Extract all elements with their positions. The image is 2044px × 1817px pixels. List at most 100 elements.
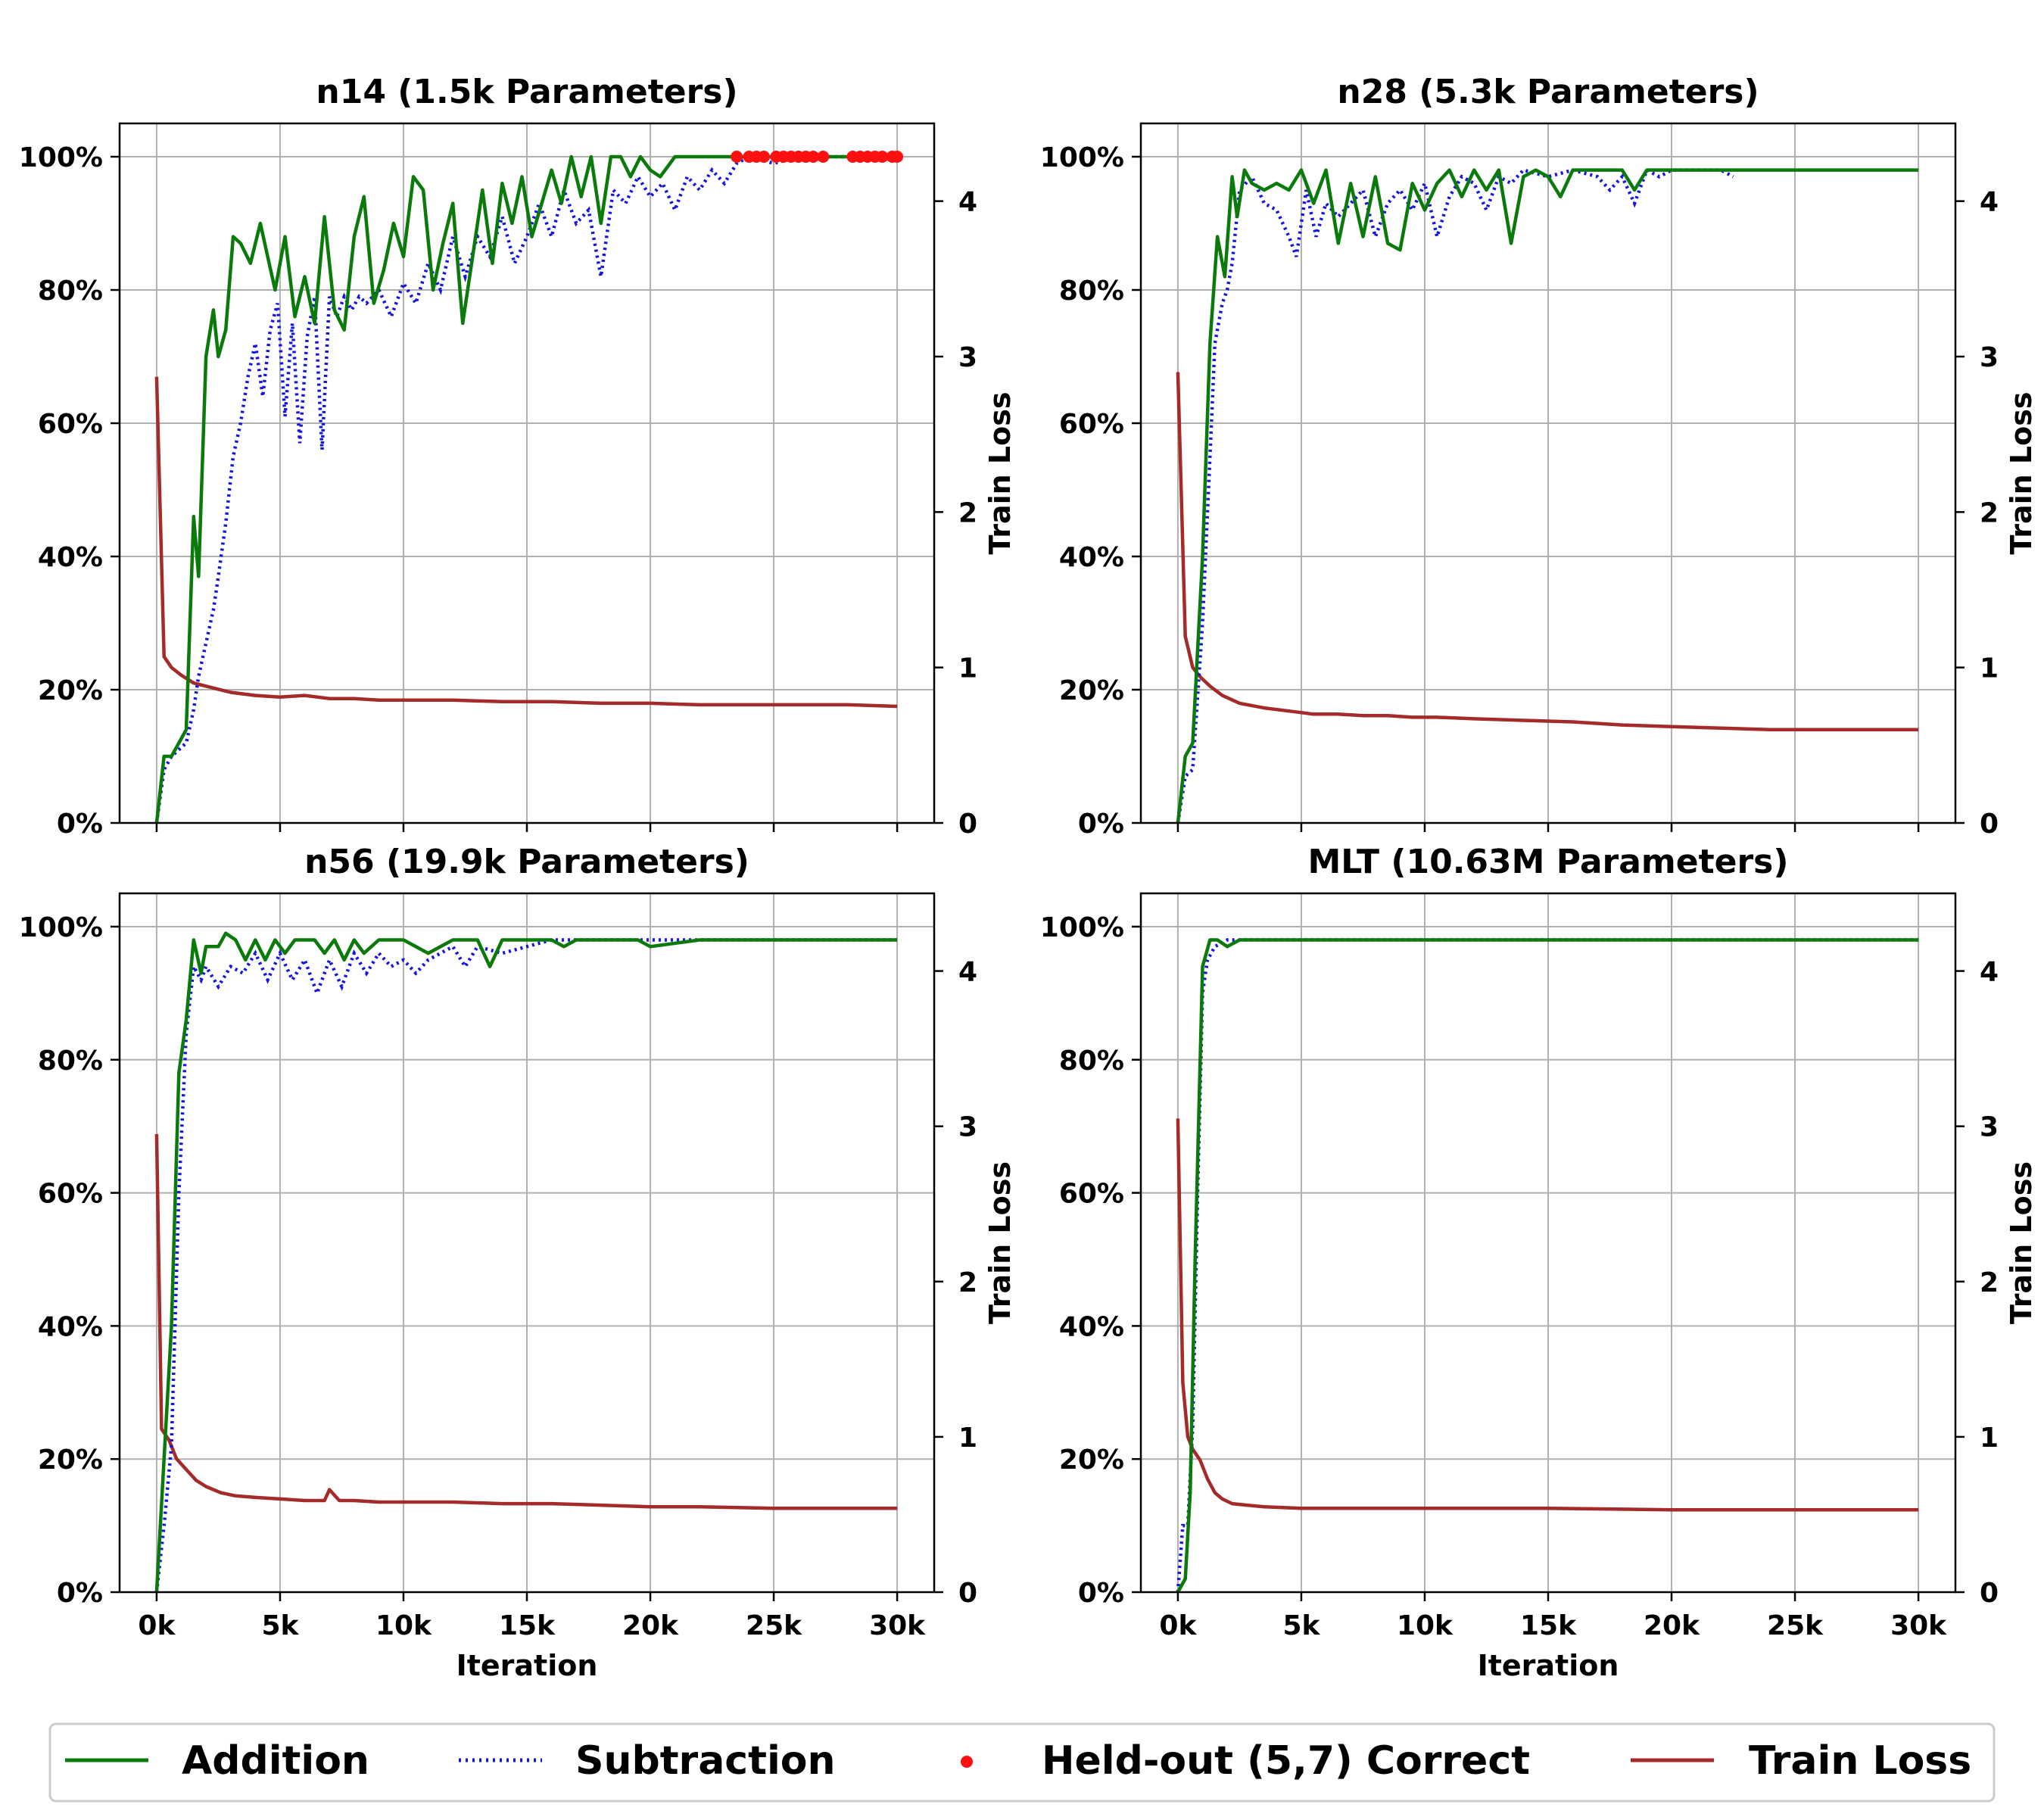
x-tick-label: 20k [1644,1610,1700,1641]
y2-tick-label: 3 [958,342,977,373]
y2-tick-label: 1 [958,653,977,684]
chart-title: MLT (10.63M Parameters) [1308,843,1789,881]
x-tick-label: 5k [261,1610,299,1641]
chart-title: n14 (1.5k Parameters) [316,73,737,111]
chart-panel-1: 0% 20% 40% 60% 80% 100% 0 1 2 3 4 n14 (1.5k Paramet… [19,73,1017,840]
x-axis-label: Iteration [456,1649,598,1682]
subtraction-line [154,154,898,823]
legend-held-out-marker [961,1756,973,1768]
held-out-point [891,151,904,163]
y-tick-label: 100% [1040,142,1124,173]
y2-tick-label: 4 [958,957,977,988]
series-group [154,151,904,823]
subtraction-line [1176,938,1919,1592]
y2-axis-label: Train Loss [2005,1161,2038,1324]
y-tick-label: 80% [38,1046,103,1077]
x-tick-label: 20k [622,1610,679,1641]
y-tick-label: 0% [57,1578,103,1609]
y-tick-label: 60% [1059,1179,1124,1210]
y-tick-label: 20% [1059,1445,1124,1476]
y2-tick-label: 3 [1980,342,1999,373]
y2-tick-label: 0 [1980,1578,1999,1609]
y-tick-label: 80% [1059,1046,1124,1077]
y-tick-label: 100% [1040,912,1124,943]
series-group [154,931,898,1592]
y2-tick-label: 2 [1980,497,1999,528]
y-tick-label: 100% [19,142,103,173]
y2-axis-label: Train Loss [983,392,1017,555]
chart-panel-4: 0% 20% 40% 60% 80% 100% 0 1 2 3 4 0k 5k 10k 15k 20k 25k 3… [1040,843,2038,1682]
legend: Addition Subtraction Held-out (5,7) Corr… [48,1722,1996,1803]
y-tick-label: 60% [1059,409,1124,440]
y-tick-label: 100% [19,912,103,943]
legend-train-loss-label: Train Loss [1749,1738,1971,1784]
y2-tick-label: 1 [1980,653,1999,684]
y2-tick-label: 1 [958,1423,977,1454]
x-tick-label: 25k [746,1610,802,1641]
y-tick-label: 40% [38,542,103,573]
y-tick-label: 0% [1078,1578,1124,1609]
y-tick-label: 0% [1078,809,1124,840]
y2-tick-label: 2 [958,497,977,528]
y-tick-label: 0% [57,809,103,840]
y2-tick-label: 4 [958,187,977,218]
addition-line [154,154,898,823]
y2-tick-label: 2 [958,1267,977,1298]
y-tick-label: 40% [1059,542,1124,573]
chart-title: n28 (5.3k Parameters) [1337,73,1759,111]
y2-axis-label: Train Loss [983,1161,1017,1324]
chart-title: n56 (19.9k Parameters) [304,843,749,881]
subtraction-line [1176,167,1734,823]
x-tick-label: 0k [1159,1610,1197,1641]
held-out-point [876,151,889,163]
x-tick-label: 15k [499,1610,556,1641]
y-tick-label: 20% [38,1445,103,1476]
subtraction-line [154,938,898,1592]
held-out-point [817,151,830,163]
legend-held-out-label: Held-out (5,7) Correct [1042,1738,1530,1784]
addition-line [1176,938,1919,1592]
y2-tick-label: 3 [958,1112,977,1143]
x-tick-label: 30k [1890,1610,1947,1641]
x-tick-label: 30k [869,1610,926,1641]
y2-tick-label: 2 [1980,1267,1999,1298]
y-tick-label: 80% [38,276,103,307]
y2-axis-label: Train Loss [2005,392,2038,555]
y2-tick-label: 3 [1980,1112,1999,1143]
addition-line [1176,168,1919,823]
y2-tick-label: 4 [1980,957,1999,988]
y-tick-label: 40% [1059,1311,1124,1342]
y2-tick-label: 0 [958,1578,977,1609]
x-tick-label: 5k [1282,1610,1320,1641]
addition-line [154,931,898,1592]
train-loss-line [154,376,898,709]
x-tick-label: 10k [1397,1610,1454,1641]
y-tick-label: 20% [1059,675,1124,706]
y-tick-label: 60% [38,1179,103,1210]
train-loss-line [1176,372,1919,732]
x-tick-label: 15k [1520,1610,1577,1641]
x-axis-label: Iteration [1478,1649,1619,1682]
legend-addition-label: Addition [182,1738,369,1784]
legend-subtraction-label: Subtraction [575,1738,836,1784]
y-tick-label: 60% [38,409,103,440]
y-tick-label: 40% [38,1311,103,1342]
x-tick-label: 25k [1767,1610,1824,1641]
series-group [1176,167,1919,823]
y2-tick-label: 4 [1980,187,1999,218]
y-tick-label: 80% [1059,276,1124,307]
held-out-point [731,151,743,163]
y2-tick-label: 1 [1980,1423,1999,1454]
held-out-point [758,151,771,163]
chart-panel-2: 0% 20% 40% 60% 80% 100% 0 1 2 3 4 n28 (5.3k Paramet… [1040,73,2038,840]
held-out-point [807,151,820,163]
y2-tick-label: 0 [958,809,977,840]
series-group [1176,938,1919,1592]
x-tick-label: 0k [138,1610,176,1641]
y2-tick-label: 0 [1980,809,1999,840]
train-loss-line [154,1133,898,1510]
x-tick-label: 10k [375,1610,432,1641]
y-tick-label: 20% [38,675,103,706]
